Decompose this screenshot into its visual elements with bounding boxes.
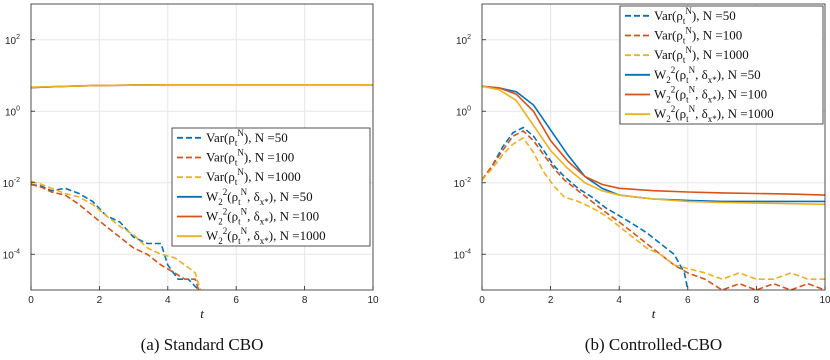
series-line-6 bbox=[482, 85, 825, 206]
legend-box bbox=[171, 127, 371, 247]
x-axis-label: t bbox=[200, 306, 204, 321]
x-tick-label: 8 bbox=[754, 295, 760, 306]
legend-entry-label: Var(ρt​N​), N =1000 bbox=[654, 45, 749, 65]
x-tick-label: 2 bbox=[548, 295, 554, 306]
y-tick-label: 10-2 bbox=[454, 177, 471, 190]
legend-entry-label: Var(ρt​N​), N =50 bbox=[654, 6, 736, 26]
y-tick-label: 10-4 bbox=[3, 248, 20, 261]
y-tick-label: 100 bbox=[456, 105, 471, 118]
axes-frame bbox=[30, 3, 374, 291]
legend-entry-label: Var(ρt​N​), N =100 bbox=[206, 148, 294, 168]
series-line-6 bbox=[31, 84, 373, 88]
legend-entry-label: Var(ρt​N​), N =100 bbox=[654, 26, 742, 46]
y-tick-label: 102 bbox=[456, 34, 471, 47]
legend-entry-label: W2​2​(ρt​N​, δx*​), N =1000 bbox=[654, 104, 774, 124]
series-line-4 bbox=[482, 85, 825, 203]
y-tick-label: 10-4 bbox=[454, 248, 471, 261]
chart-caption: (a) Standard CBO bbox=[141, 335, 264, 354]
x-axis-label: t bbox=[652, 306, 656, 321]
series-line-2 bbox=[482, 130, 825, 290]
x-tick-label: 6 bbox=[685, 295, 691, 306]
legend-entry-label: W2​2​(ρt​N​, δx*​), N =100 bbox=[654, 85, 767, 105]
legend-box bbox=[619, 5, 824, 125]
x-tick-label: 4 bbox=[165, 295, 171, 306]
x-tick-label: 0 bbox=[28, 295, 34, 306]
x-tick-label: 0 bbox=[479, 295, 485, 306]
legend-entry-label: Var(ρt​N​), N =50 bbox=[206, 128, 288, 148]
x-tick-label: 2 bbox=[97, 295, 103, 306]
chart-panel-1: 0 2 4 6 8 10 10-4 10-2 100 102 t (a) Standard CBO Va… bbox=[3, 3, 379, 354]
legend-entry-label: W2​2​(ρt​N​, δx*​), N =1000 bbox=[206, 226, 326, 246]
legend-entry-label: Var(ρt​N​), N =1000 bbox=[206, 167, 301, 187]
series-line-3 bbox=[482, 136, 825, 281]
legend-entry-label: W2​2​(ρt​N​, δx*​), N =50 bbox=[654, 65, 761, 85]
y-tick-label: 10-2 bbox=[3, 177, 20, 190]
chart-caption: (b) Controlled-CBO bbox=[585, 335, 722, 354]
series-line-1 bbox=[31, 183, 200, 290]
x-tick-label: 10 bbox=[367, 295, 379, 306]
x-tick-label: 6 bbox=[233, 295, 239, 306]
legend-entry-label: W2​2​(ρt​N​, δx*​), N =100 bbox=[206, 207, 319, 227]
legend-entry-label: W2​2​(ρt​N​, δx*​), N =50 bbox=[206, 187, 313, 207]
chart-panel-2: 0 2 4 6 8 10 10-4 10-2 100 102 t (b) Controlled-CBO… bbox=[454, 3, 830, 354]
x-tick-label: 4 bbox=[616, 295, 622, 306]
y-tick-label: 102 bbox=[5, 34, 20, 47]
y-tick-label: 100 bbox=[5, 105, 20, 118]
x-tick-label: 8 bbox=[302, 295, 308, 306]
series-line-5 bbox=[482, 85, 825, 196]
axes-frame bbox=[481, 3, 826, 291]
x-tick-label: 10 bbox=[819, 295, 830, 306]
series-line-3 bbox=[31, 180, 202, 290]
series-line-1 bbox=[482, 126, 689, 290]
